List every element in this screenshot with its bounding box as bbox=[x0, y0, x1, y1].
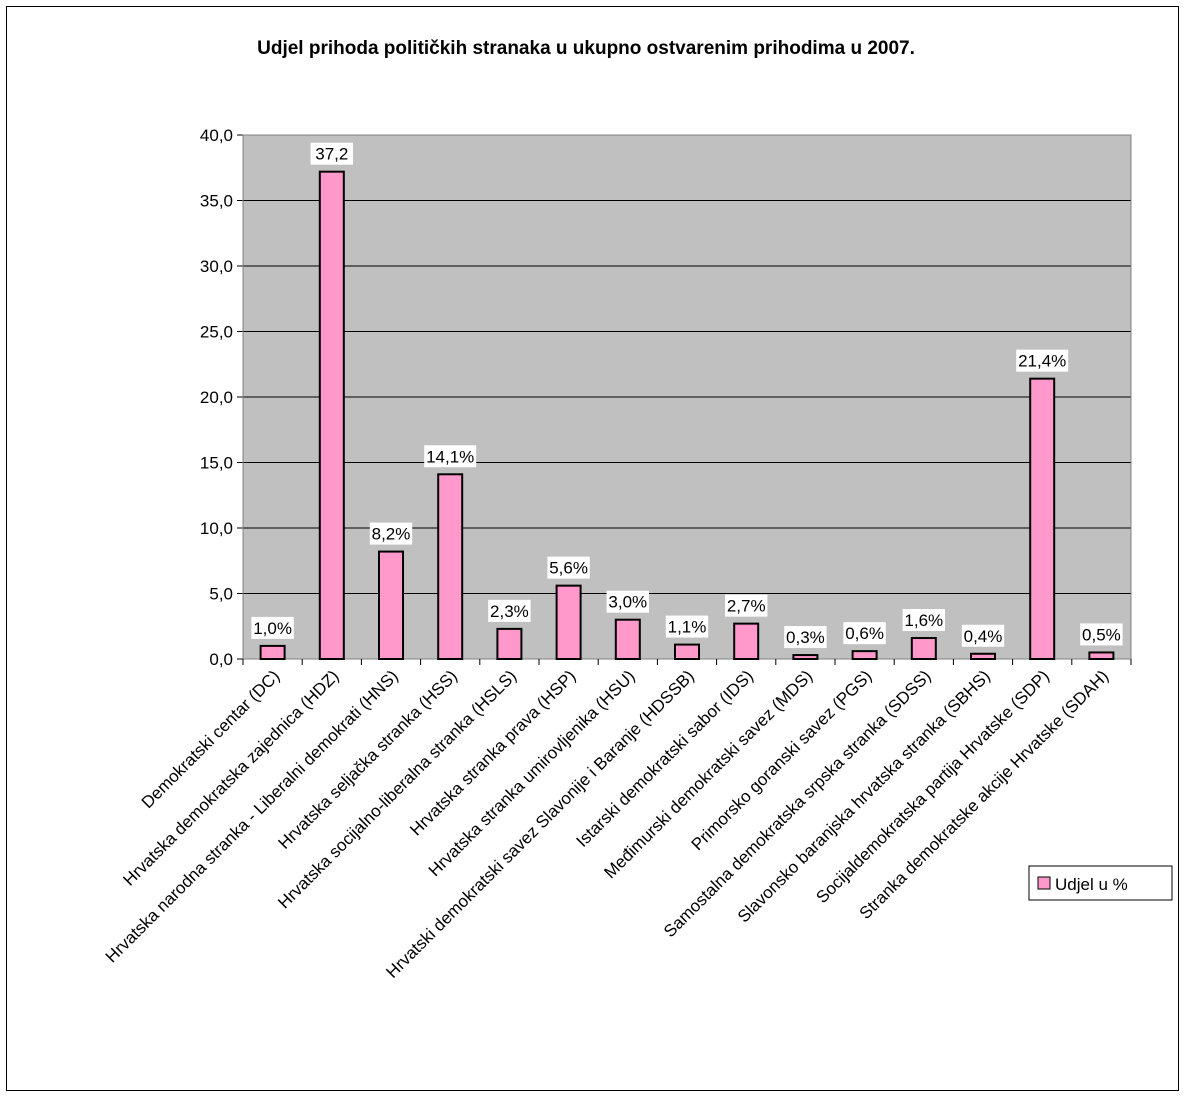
data-label: 0,5% bbox=[1082, 625, 1121, 644]
data-label: 21,4% bbox=[1018, 352, 1066, 371]
bar bbox=[733, 622, 760, 661]
data-label: 37,2 bbox=[315, 145, 348, 164]
legend: Udjel u % bbox=[1028, 865, 1173, 901]
bar bbox=[496, 627, 523, 660]
data-label: 0,3% bbox=[786, 628, 825, 647]
data-label-background bbox=[1080, 623, 1123, 646]
data-label: 2,7% bbox=[727, 597, 766, 616]
data-label: 3,0% bbox=[608, 593, 647, 612]
data-label: 14,1% bbox=[426, 447, 474, 466]
data-label: 8,2% bbox=[372, 525, 411, 544]
bar bbox=[437, 473, 464, 661]
plot-area: 0,05,010,015,020,025,030,035,040,01,0%De… bbox=[102, 126, 1132, 982]
x-category-label: Hrvatska demokratska zajednica (HDZ) bbox=[119, 666, 342, 889]
data-label: 1,1% bbox=[668, 618, 707, 637]
data-label: 0,6% bbox=[845, 624, 884, 643]
bar bbox=[674, 643, 700, 661]
data-label-background bbox=[369, 522, 413, 545]
bar bbox=[1029, 377, 1056, 660]
data-label-background bbox=[784, 626, 827, 649]
data-label-background bbox=[843, 622, 886, 645]
data-label-background bbox=[725, 594, 768, 617]
legend-box bbox=[1028, 865, 1173, 901]
bar bbox=[1088, 651, 1115, 661]
x-category-label: Hrvatska stranka umirovljenika (HSU) bbox=[425, 666, 639, 880]
y-tick-label: 15,0 bbox=[200, 454, 233, 473]
bar bbox=[851, 650, 878, 661]
data-label-background bbox=[488, 599, 531, 622]
data-label-background bbox=[547, 556, 590, 579]
bar bbox=[970, 652, 996, 661]
legend-swatch bbox=[1037, 876, 1051, 890]
y-tick-label: 0,0 bbox=[209, 650, 233, 669]
y-tick-label: 20,0 bbox=[200, 388, 233, 407]
chart-title: Udjel prihoda političkih stranaka u ukup… bbox=[257, 38, 915, 59]
bar bbox=[318, 170, 345, 660]
y-tick-label: 35,0 bbox=[200, 192, 233, 211]
data-label: 2,3% bbox=[490, 602, 529, 621]
data-label-background bbox=[251, 616, 294, 639]
data-label-background bbox=[310, 142, 353, 165]
bar bbox=[378, 550, 404, 661]
data-label-background bbox=[961, 624, 1005, 647]
data-label-background bbox=[665, 615, 709, 638]
data-label-background bbox=[606, 590, 649, 613]
data-label: 1,6% bbox=[904, 611, 943, 630]
data-label-background bbox=[1016, 349, 1069, 372]
bar bbox=[910, 637, 937, 660]
legend-label: Udjel u % bbox=[1055, 875, 1128, 894]
data-label-background bbox=[902, 609, 945, 632]
bar bbox=[259, 644, 286, 661]
bar bbox=[614, 618, 641, 661]
bar bbox=[555, 584, 582, 661]
bar bbox=[792, 654, 819, 661]
data-label-background bbox=[424, 445, 477, 468]
x-category-label: Međimurski demokratski savez (MDS) bbox=[600, 666, 816, 882]
y-tick-label: 10,0 bbox=[200, 519, 233, 538]
y-tick-label: 5,0 bbox=[209, 585, 233, 604]
data-label: 5,6% bbox=[549, 559, 588, 578]
y-tick-label: 25,0 bbox=[200, 323, 233, 342]
data-label: 0,4% bbox=[964, 627, 1003, 646]
data-label: 1,0% bbox=[253, 619, 292, 638]
y-tick-label: 30,0 bbox=[200, 257, 233, 276]
y-tick-label: 40,0 bbox=[200, 126, 233, 145]
